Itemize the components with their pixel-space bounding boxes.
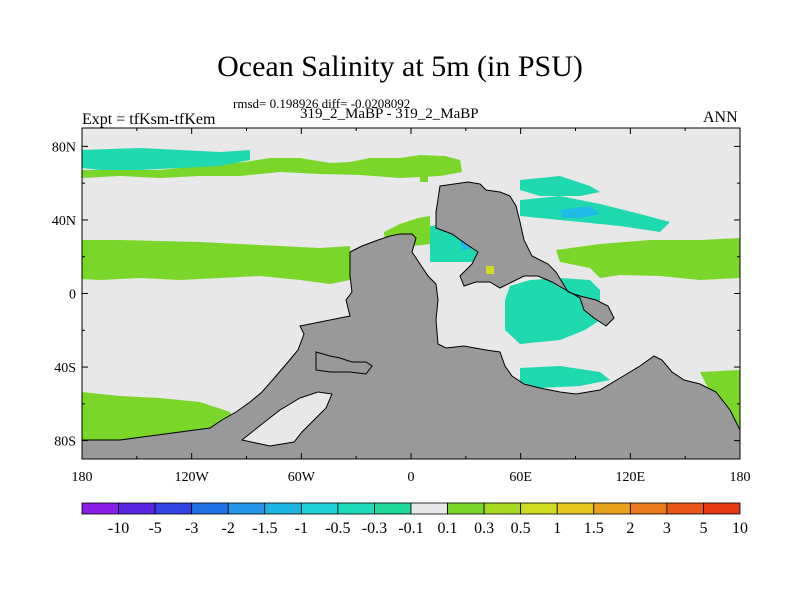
south-indian-teal xyxy=(520,366,610,388)
x-axis: 180 120W 60W 0 60E 120E 180 xyxy=(72,128,751,485)
colorbar-swatch xyxy=(374,502,412,515)
colorbar-label: 1 xyxy=(553,520,561,537)
colorbar-label: 5 xyxy=(699,520,707,537)
america-land xyxy=(82,233,740,459)
north-pacific-teal xyxy=(82,148,250,170)
colorbar-label: -0.1 xyxy=(398,520,423,537)
x-tick-label: 180 xyxy=(730,470,751,485)
colorbar-label: 10 xyxy=(732,520,748,537)
colorbar-swatch xyxy=(118,502,156,515)
y-tick-label: 40S xyxy=(54,361,76,376)
colorbar-label: -1.5 xyxy=(252,520,277,537)
colorbar-swatch xyxy=(191,502,229,515)
colorbar-swatch xyxy=(154,502,193,515)
expt-label: Expt = tfKsm-tfKem xyxy=(82,111,216,128)
arctic-green-spot xyxy=(420,174,428,182)
colorbar-swatch xyxy=(227,502,266,515)
colorbar-swatch xyxy=(300,502,339,515)
colorbar-label: 2 xyxy=(626,520,634,537)
colorbar-swatch xyxy=(264,502,302,515)
colorbar-label: 0.3 xyxy=(474,520,494,537)
colorbar-label: -2 xyxy=(222,520,235,537)
colorbar-swatch xyxy=(629,502,668,515)
eurasia-land xyxy=(435,181,615,327)
colorbar-swatch xyxy=(337,502,375,515)
colorbar-label: 0.1 xyxy=(438,520,458,537)
colorbar-swatch xyxy=(666,502,704,515)
land-masses xyxy=(82,181,740,459)
west-pacific-spot xyxy=(560,206,600,218)
arctic-teal xyxy=(520,176,600,196)
colorbar-swatch xyxy=(556,502,595,515)
south-coast-land xyxy=(315,351,373,375)
yellow-spot xyxy=(486,266,494,274)
colorbar-label: -0.5 xyxy=(325,520,350,537)
east-pacific-green xyxy=(556,238,740,280)
colorbar-swatch xyxy=(703,502,741,515)
x-tick-label: 60W xyxy=(288,470,316,485)
map-title: Ocean Salinity at 5m (in PSU) xyxy=(217,50,583,83)
colorbar-label: -1 xyxy=(295,520,308,537)
y-tick-label: 80S xyxy=(54,435,76,450)
interior-patch xyxy=(240,391,333,447)
arctic-band xyxy=(82,155,462,178)
x-tick-label: 0 xyxy=(408,470,415,485)
y-axis: 80N 40N 0 40S 80S xyxy=(52,140,740,450)
x-tick-label: 120W xyxy=(175,470,210,485)
negative-anomaly-regions xyxy=(82,148,670,444)
y-tick-label: 40N xyxy=(52,214,76,229)
colorbar-swatch xyxy=(81,502,119,515)
map-field xyxy=(82,128,740,459)
stats-line: rmsd= 0.198926 diff= -0.0208092 xyxy=(233,96,411,111)
colorbar-swatch xyxy=(483,502,522,515)
colorbar-label: 3 xyxy=(663,520,671,537)
x-tick-label: 180 xyxy=(72,470,93,485)
colorbar-label: -5 xyxy=(148,520,161,537)
colorbar-swatch xyxy=(593,502,631,515)
colorbar: -10 -5 -3 -2 -1.5 -1 -0.5 -0.3 -0.1 0.1 0.3 0.5 1 1.5… xyxy=(81,502,748,537)
y-tick-label: 80N xyxy=(52,140,76,155)
colorbar-label: 0.5 xyxy=(511,520,531,537)
y-tick-label: 0 xyxy=(69,288,76,303)
x-tick-label: 120E xyxy=(616,470,646,485)
colorbar-label: -3 xyxy=(185,520,198,537)
masked-interior xyxy=(240,391,333,447)
colorbar-label: 1.5 xyxy=(584,520,604,537)
north-pacific-band xyxy=(82,240,350,284)
colorbar-label: -10 xyxy=(108,520,129,537)
x-tick-label: 60E xyxy=(509,470,532,485)
colorbar-swatch xyxy=(447,502,485,515)
colorbar-swatch xyxy=(520,502,558,515)
period-label: ANN xyxy=(703,109,738,126)
colorbar-swatch xyxy=(410,502,448,515)
experiment-pair: 319_2_MaBP - 319_2_MaBP xyxy=(300,106,479,122)
colorbar-label: -0.3 xyxy=(362,520,387,537)
